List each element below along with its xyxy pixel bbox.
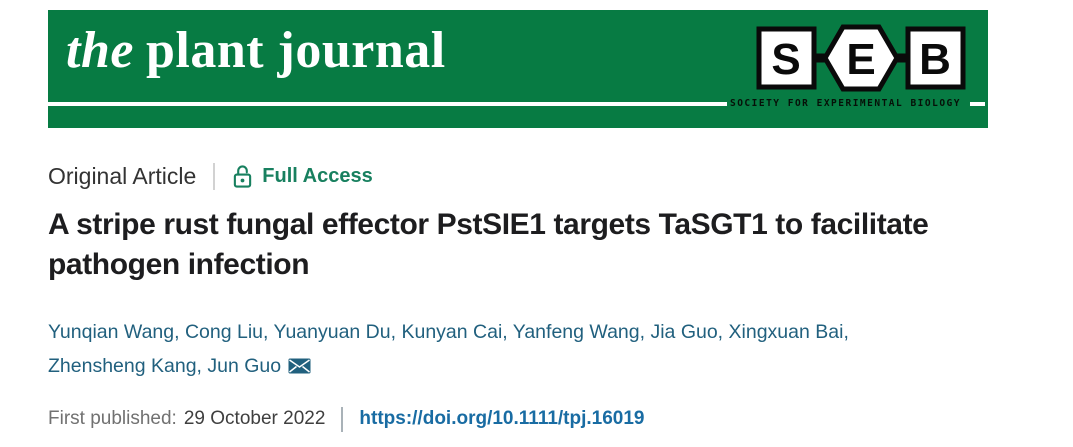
seb-caption-dash xyxy=(970,101,985,106)
first-published-label: First published: xyxy=(48,408,177,429)
author-link[interactable]: Yuanyuan Du xyxy=(273,321,391,343)
pub-divider xyxy=(341,406,344,432)
author-link[interactable]: Kunyan Cai xyxy=(401,321,503,343)
publication-info-row: First published: 29 October 2022 https:/… xyxy=(48,405,1073,433)
author-link[interactable]: Xingxuan Bai xyxy=(728,321,844,343)
meta-divider xyxy=(213,162,216,190)
journal-logo-the: the xyxy=(66,22,134,79)
article-type-label: Original Article xyxy=(48,162,197,189)
journal-logo[interactable]: the plant journal xyxy=(66,22,446,79)
author-link[interactable]: Yanfeng Wang xyxy=(512,321,640,343)
author-link[interactable]: Jia Guo xyxy=(650,321,718,343)
seb-logo-block: S E B SOCIETY FOR EXPERIMENTAL BIOLOGY xyxy=(730,23,988,109)
seb-caption: SOCIETY FOR EXPERIMENTAL BIOLOGY xyxy=(729,98,961,109)
author-link[interactable]: Cong Liu xyxy=(184,321,264,343)
banner-rule xyxy=(48,102,727,106)
author-list: Yunqian Wang, Cong Liu, Yuanyuan Du, Kun… xyxy=(48,321,849,377)
open-lock-icon xyxy=(234,164,252,188)
seb-square-b xyxy=(905,26,966,90)
article-meta-row: Original Article Full Access xyxy=(48,162,1073,190)
envelope-icon[interactable] xyxy=(288,358,311,374)
seb-letter-s: S xyxy=(771,35,800,84)
authors-block: Yunqian Wang, Cong Liu, Yuanyuan Du, Kun… xyxy=(48,315,1028,383)
article-title-line-2: pathogen infection xyxy=(48,248,310,281)
author-link[interactable]: Zhensheng Kang xyxy=(48,355,197,377)
seb-square-s xyxy=(756,26,817,90)
article-title-line-1: A stripe rust fungal effector PstSIE1 ta… xyxy=(48,208,929,241)
seb-letter-e: E xyxy=(846,35,875,84)
author-link[interactable]: Jun Guo xyxy=(207,355,282,377)
doi-link[interactable]: https://doi.org/10.1111/tpj.16019 xyxy=(359,408,645,429)
journal-banner: the plant journal S E B SOCIETY FOR EXPER… xyxy=(48,10,988,128)
full-access-label: Full Access xyxy=(262,164,373,187)
author-link[interactable]: Yunqian Wang xyxy=(48,321,175,343)
journal-logo-rest: plant journal xyxy=(145,22,446,79)
seb-logo[interactable]: S E B xyxy=(755,23,967,93)
article-title: A stripe rust fungal effector PstSIE1 ta… xyxy=(48,205,1063,285)
seb-caption-row: SOCIETY FOR EXPERIMENTAL BIOLOGY xyxy=(730,98,988,109)
seb-letter-b: B xyxy=(919,35,951,84)
seb-hexagon-e xyxy=(822,24,900,92)
first-published-date: 29 October 2022 xyxy=(183,408,326,429)
